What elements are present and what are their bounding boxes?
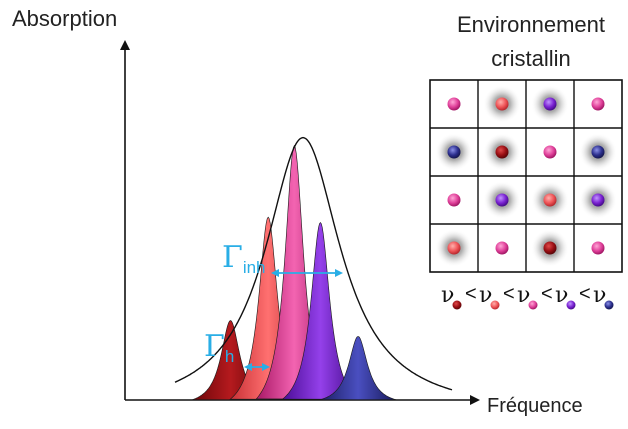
crystal-lattice-grid bbox=[429, 79, 623, 273]
less-than-sign: < bbox=[579, 283, 591, 305]
gamma-h-subscript: h bbox=[225, 347, 234, 366]
nu-subscript-ion-darkred bbox=[452, 300, 462, 310]
nu-symbol: ν bbox=[593, 283, 606, 308]
ion-magenta bbox=[591, 97, 605, 111]
gamma-inh-symbol: Γ bbox=[222, 240, 243, 275]
axes: Absorption Fréquence bbox=[12, 6, 583, 417]
width-annotations: Γinh Γh bbox=[204, 240, 343, 371]
ion-violet bbox=[591, 193, 605, 207]
ion-navy bbox=[591, 145, 605, 159]
nu-symbol: ν bbox=[479, 283, 492, 308]
ion-magenta bbox=[447, 97, 461, 111]
inhomogeneous-width-label: Γinh bbox=[222, 240, 266, 277]
nu-symbol: ν bbox=[441, 283, 454, 308]
ion-magenta bbox=[591, 241, 605, 255]
less-than-sign: < bbox=[541, 283, 553, 305]
gamma-inh-subscript: inh bbox=[243, 258, 266, 277]
ion-violet bbox=[543, 97, 557, 111]
ion-coral bbox=[447, 241, 461, 255]
y-axis-label: Absorption bbox=[12, 6, 117, 31]
absorption-peak-navy bbox=[320, 336, 397, 400]
frequency-order-legend: ν < ν < ν < ν < ν bbox=[441, 283, 614, 310]
nu-subscript-ion-magenta bbox=[528, 300, 538, 310]
nu-subscript-ion-violet bbox=[566, 300, 576, 310]
ion-navy bbox=[447, 145, 461, 159]
ion-magenta bbox=[447, 193, 461, 207]
ion-violet bbox=[495, 193, 509, 207]
ion-magenta bbox=[495, 241, 509, 255]
nu-subscript-ion-navy bbox=[604, 300, 614, 310]
ion-coral bbox=[495, 97, 509, 111]
inhomogeneous-envelope bbox=[174, 136, 453, 391]
crystal-title-line-1: Environnement bbox=[457, 12, 605, 37]
nu-symbol: ν bbox=[555, 283, 568, 308]
crystal-environment-panel: Environnement cristallin ν < ν < ν < ν < ν bbox=[429, 12, 623, 310]
crystal-title-line-2: cristallin bbox=[491, 46, 570, 71]
ion-coral bbox=[543, 193, 557, 207]
ion-darkred bbox=[495, 145, 509, 159]
ion-magenta bbox=[543, 145, 557, 159]
less-than-sign: < bbox=[465, 283, 477, 305]
ion-darkred bbox=[543, 241, 557, 255]
gamma-h-symbol: Γ bbox=[204, 329, 225, 364]
homogeneous-width-label: Γh bbox=[204, 329, 234, 366]
x-axis-label: Fréquence bbox=[487, 395, 583, 417]
nu-subscript-ion-coral bbox=[490, 300, 500, 310]
less-than-sign: < bbox=[503, 283, 515, 305]
nu-symbol: ν bbox=[517, 283, 530, 308]
